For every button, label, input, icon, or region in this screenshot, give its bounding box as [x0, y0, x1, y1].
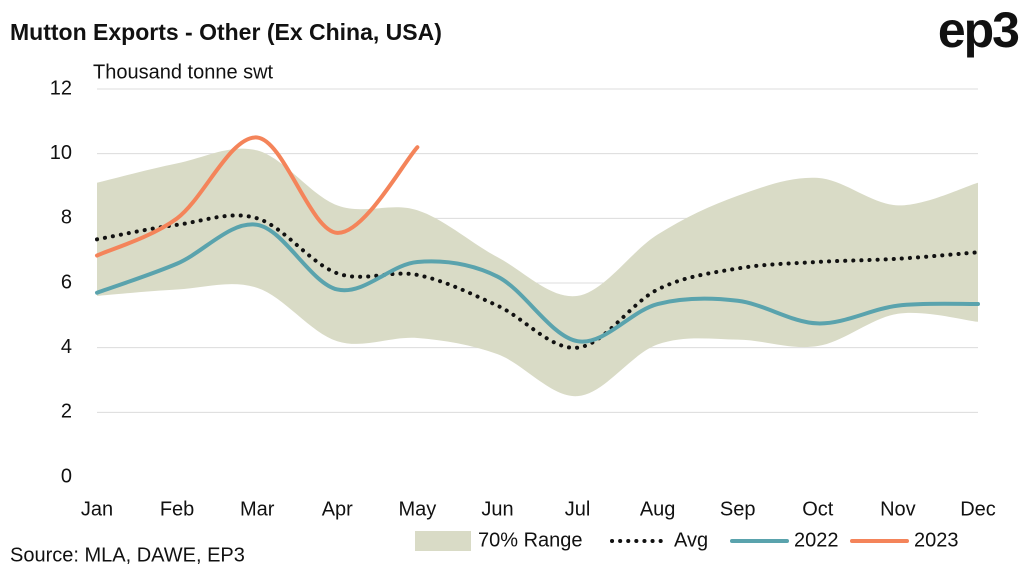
x-tick-label: Feb	[160, 498, 194, 520]
x-tick-label: Oct	[802, 498, 834, 520]
range-band	[97, 148, 978, 397]
x-tick-label: Mar	[240, 498, 275, 520]
series-line	[95, 135, 420, 258]
series-line	[95, 222, 980, 344]
x-tick-label: Jul	[565, 498, 591, 520]
x-tick-label: May	[398, 498, 436, 520]
x-tick-label: Sep	[720, 498, 756, 520]
y-tick-label: 10	[50, 142, 72, 164]
chart-title: Mutton Exports - Other (Ex China, USA)	[10, 19, 442, 45]
y-axis-label: Thousand tonne swt	[93, 61, 274, 83]
x-tick-label: Nov	[880, 498, 916, 520]
legend-label: 2022	[794, 529, 839, 551]
x-tick-label: Apr	[322, 498, 353, 520]
y-tick-label: 2	[61, 401, 72, 423]
y-tick-label: 8	[61, 207, 72, 229]
x-tick-label: Jan	[81, 498, 113, 520]
logo: ep3	[938, 2, 1018, 58]
y-tick-label: 4	[61, 336, 72, 358]
legend-label: 70% Range	[478, 529, 583, 551]
x-tick-label: Dec	[960, 498, 996, 520]
legend-label: 2023	[914, 529, 959, 551]
legend-swatch	[415, 531, 471, 551]
legend-label: Avg	[674, 529, 708, 551]
series-line	[95, 213, 980, 350]
y-tick-label: 12	[50, 77, 72, 99]
x-tick-label: Jun	[481, 498, 513, 520]
x-tick-label: Aug	[640, 498, 676, 520]
y-tick-label: 0	[61, 465, 72, 487]
y-tick-label: 6	[61, 271, 72, 293]
source: Source: MLA, DAWE, EP3	[10, 544, 245, 566]
